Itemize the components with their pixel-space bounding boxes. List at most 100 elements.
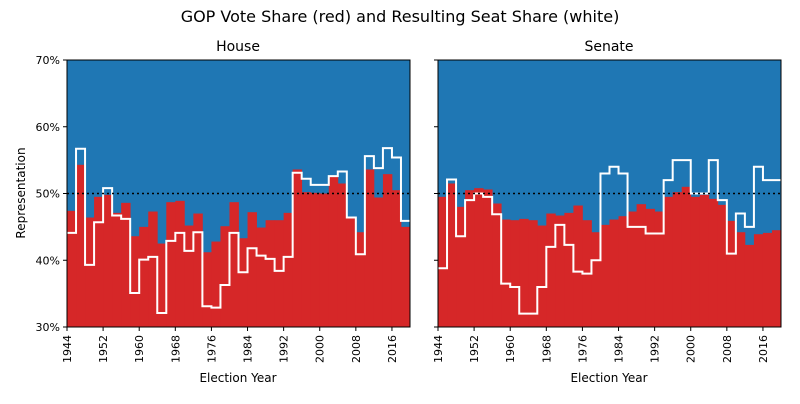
house-vote-share-bar — [346, 218, 357, 327]
senate-vote-share-bar — [438, 196, 448, 327]
house-x-tick-label: 2016 — [386, 335, 399, 363]
house-x-tick-label: 1984 — [242, 335, 255, 363]
senate-vote-share-bar — [474, 188, 484, 327]
house-vote-share-bar — [220, 226, 230, 327]
house-vote-share-bar — [274, 220, 285, 327]
house-vote-share-bar — [247, 212, 257, 327]
senate-vote-share-bar — [573, 205, 583, 327]
senate-vote-share-bar — [699, 194, 710, 327]
senate-vote-share-bar — [447, 183, 457, 327]
house-vote-share-bar — [202, 252, 212, 327]
house-x-tick-label: 1944 — [61, 335, 74, 363]
senate-vote-share-bar — [465, 190, 475, 327]
senate-x-tick-label: 1976 — [576, 335, 589, 363]
house-vote-share-bar — [328, 175, 339, 327]
house-vote-share-bar — [157, 243, 167, 327]
senate-vote-share-bar — [456, 206, 466, 327]
senate-x-axis-label: Election Year — [570, 371, 647, 385]
senate-x-tick-label: 2008 — [721, 335, 734, 363]
senate-vote-share-bar — [735, 232, 746, 327]
senate-vote-share-bar — [771, 230, 782, 327]
house-vote-share-bar — [292, 169, 303, 327]
house-y-axis-label: Representation — [14, 147, 28, 238]
house-y-tick-label: 70% — [36, 54, 60, 67]
house-vote-share-bar — [94, 196, 104, 327]
senate-vote-share-bar — [528, 220, 538, 327]
senate-vote-share-bar — [492, 203, 502, 327]
senate-x-tick-label: 1968 — [540, 335, 553, 363]
house-vote-share-bar — [103, 194, 113, 327]
house-x-tick-label: 1976 — [205, 335, 218, 363]
house-vote-share-bar — [76, 164, 86, 327]
senate-vote-share-bar — [618, 216, 628, 327]
senate-vote-share-bar — [600, 224, 610, 327]
senate-x-tick-label: 2000 — [685, 335, 698, 363]
senate-vote-share-bar — [753, 234, 764, 327]
house-vote-share-bar — [238, 238, 248, 327]
senate-vote-share-bar — [537, 225, 547, 327]
house-x-tick-label: 1952 — [97, 335, 110, 363]
house-x-tick-label: 1960 — [133, 335, 146, 363]
senate-panel: Senate Election Year 1944 1952 1960 1968 197… — [432, 39, 782, 385]
house-y-tick-label: 60% — [36, 121, 60, 134]
senate-vote-share-bar — [726, 220, 737, 327]
senate-vote-share-bar — [762, 232, 773, 327]
house-vote-share-bar — [67, 210, 77, 327]
house-vote-share-bar — [256, 227, 266, 327]
house-vote-share-bar — [211, 241, 221, 327]
house-y-tick-label: 40% — [36, 254, 60, 267]
house-seat-share-line — [67, 147, 410, 314]
house-panel: House Election Year Representation 30% 40… — [14, 39, 411, 385]
senate-vote-share-bar — [690, 196, 701, 327]
house-vote-share-bar — [283, 212, 294, 327]
house-vote-share-bar — [319, 193, 330, 327]
house-vote-share-bar — [112, 212, 122, 327]
house-vote-share-bar — [382, 174, 393, 327]
house-x-tick-label: 1968 — [169, 335, 182, 363]
senate-vote-share-bar — [744, 244, 755, 327]
senate-vote-share-bar — [546, 213, 556, 327]
house-x-tick-label: 2000 — [314, 335, 327, 363]
senate-x-tick-label: 1944 — [432, 335, 445, 363]
house-panel-title: House — [216, 39, 260, 55]
house-vote-share-bar — [391, 190, 402, 327]
chart-suptitle: GOP Vote Share (red) and Resulting Seat … — [181, 7, 620, 26]
senate-vote-share-bar — [483, 189, 493, 327]
senate-x-tick-label: 2016 — [757, 335, 770, 363]
senate-vote-share-bar — [663, 196, 674, 327]
senate-vote-share-bar — [555, 215, 565, 327]
senate-vote-share-bar — [672, 192, 683, 327]
senate-x-tick-label: 1952 — [468, 335, 481, 363]
house-vote-share-bar — [400, 226, 411, 327]
senate-vote-share-bar — [609, 219, 619, 327]
senate-vote-share-bar — [708, 198, 719, 327]
house-vote-share-bar — [184, 225, 194, 327]
senate-vote-share-bar — [510, 220, 520, 327]
house-vote-share-bar — [148, 211, 158, 327]
house-vote-share-bar — [229, 202, 239, 327]
house-y-tick-label: 30% — [36, 321, 60, 334]
senate-panel-title: Senate — [584, 39, 633, 55]
house-x-axis-label: Election Year — [199, 371, 276, 385]
senate-vote-share-bar — [627, 211, 637, 327]
senate-vote-share-bar — [519, 218, 529, 327]
senate-seat-share-line — [438, 159, 781, 315]
senate-vote-share-bar — [564, 212, 574, 327]
house-vote-share-bar — [121, 202, 131, 327]
senate-vote-share-bar — [645, 208, 656, 327]
senate-vote-share-bar — [501, 219, 511, 327]
senate-vote-share-bar — [681, 186, 692, 327]
house-vote-share-bar — [337, 183, 348, 327]
house-vote-share-bar — [364, 169, 375, 327]
senate-x-tick-label: 1960 — [504, 335, 517, 363]
senate-vote-share-bar — [717, 204, 728, 327]
senate-vote-share-bar — [654, 211, 665, 327]
house-vote-share-bar — [85, 217, 95, 327]
house-vote-share-bar — [175, 200, 185, 327]
senate-x-tick-label: 1992 — [649, 335, 662, 363]
house-vote-share-bar — [265, 220, 276, 327]
house-vote-share-bar — [166, 202, 176, 327]
house-vote-share-bar — [130, 236, 140, 327]
house-vote-share-bar — [355, 232, 366, 327]
